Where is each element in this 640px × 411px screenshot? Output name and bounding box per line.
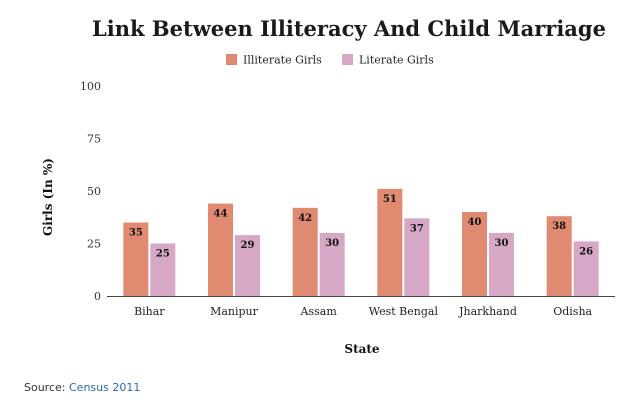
y-tick-label: 100 — [80, 80, 101, 93]
bar-value-label: 44 — [214, 209, 228, 220]
legend-label-literate: Literate Girls — [359, 54, 434, 67]
bar-value-label: 29 — [241, 240, 255, 251]
bar-value-label: 30 — [325, 238, 339, 249]
bar-value-label: 37 — [410, 223, 424, 234]
bar-literate — [573, 241, 599, 296]
legend-swatch-illiterate — [226, 54, 237, 65]
legend-swatch-literate — [342, 54, 353, 65]
x-axis-labels: Bihar Manipur Assam West Bengal Jharkhand Odi… — [134, 305, 592, 318]
x-category-label: West Bengal — [369, 305, 439, 318]
bar-illiterate — [462, 212, 487, 296]
bar-value-label: 51 — [383, 194, 397, 205]
bar-value-label: 42 — [298, 213, 312, 224]
y-tick-label: 25 — [87, 238, 101, 251]
y-axis-title: Girls (In %) — [41, 158, 55, 236]
x-category-label: Assam — [300, 305, 338, 318]
bar-illiterate — [123, 222, 149, 296]
y-tick-label: 75 — [87, 133, 101, 146]
x-category-label: Jharkhand — [458, 305, 517, 318]
x-category-label: Manipur — [210, 305, 259, 318]
bar-illiterate — [546, 216, 572, 296]
bar-value-label: 40 — [468, 217, 482, 228]
bar-value-label: 38 — [552, 221, 566, 232]
bar-illiterate — [292, 207, 318, 296]
y-tick-label: 0 — [94, 290, 101, 303]
bar-literate — [404, 218, 430, 296]
bar-value-label: 25 — [156, 249, 170, 260]
x-axis-title: State — [344, 342, 380, 356]
x-category-label: Bihar — [134, 305, 165, 318]
source-note: Source: Census 2011 — [24, 381, 140, 394]
bar-value-label: 26 — [579, 246, 593, 257]
bar-literate — [489, 233, 514, 296]
y-tick-label: 50 — [87, 185, 101, 198]
bar-value-label: 35 — [129, 228, 143, 239]
chart-title: Link Between Illiteracy And Child Marria… — [92, 16, 606, 41]
bar-illiterate — [208, 203, 233, 296]
bar-value-label: 30 — [495, 238, 509, 249]
bar-literate — [319, 233, 345, 296]
x-category-label: Odisha — [553, 305, 592, 318]
legend-label-illiterate: Illiterate Girls — [243, 54, 322, 67]
bar-literate — [150, 243, 176, 296]
bar-literate — [235, 235, 260, 296]
y-axis-ticks: 0 25 50 75 100 — [80, 80, 101, 303]
bar-illiterate — [377, 188, 403, 296]
legend: Illiterate Girls Literate Girls — [226, 54, 434, 67]
bars: 35 25 44 29 42 30 51 37 40 30 38 26 — [123, 188, 599, 296]
source-link[interactable]: Census 2011 — [69, 381, 141, 394]
source-label: Source: — [24, 381, 66, 394]
